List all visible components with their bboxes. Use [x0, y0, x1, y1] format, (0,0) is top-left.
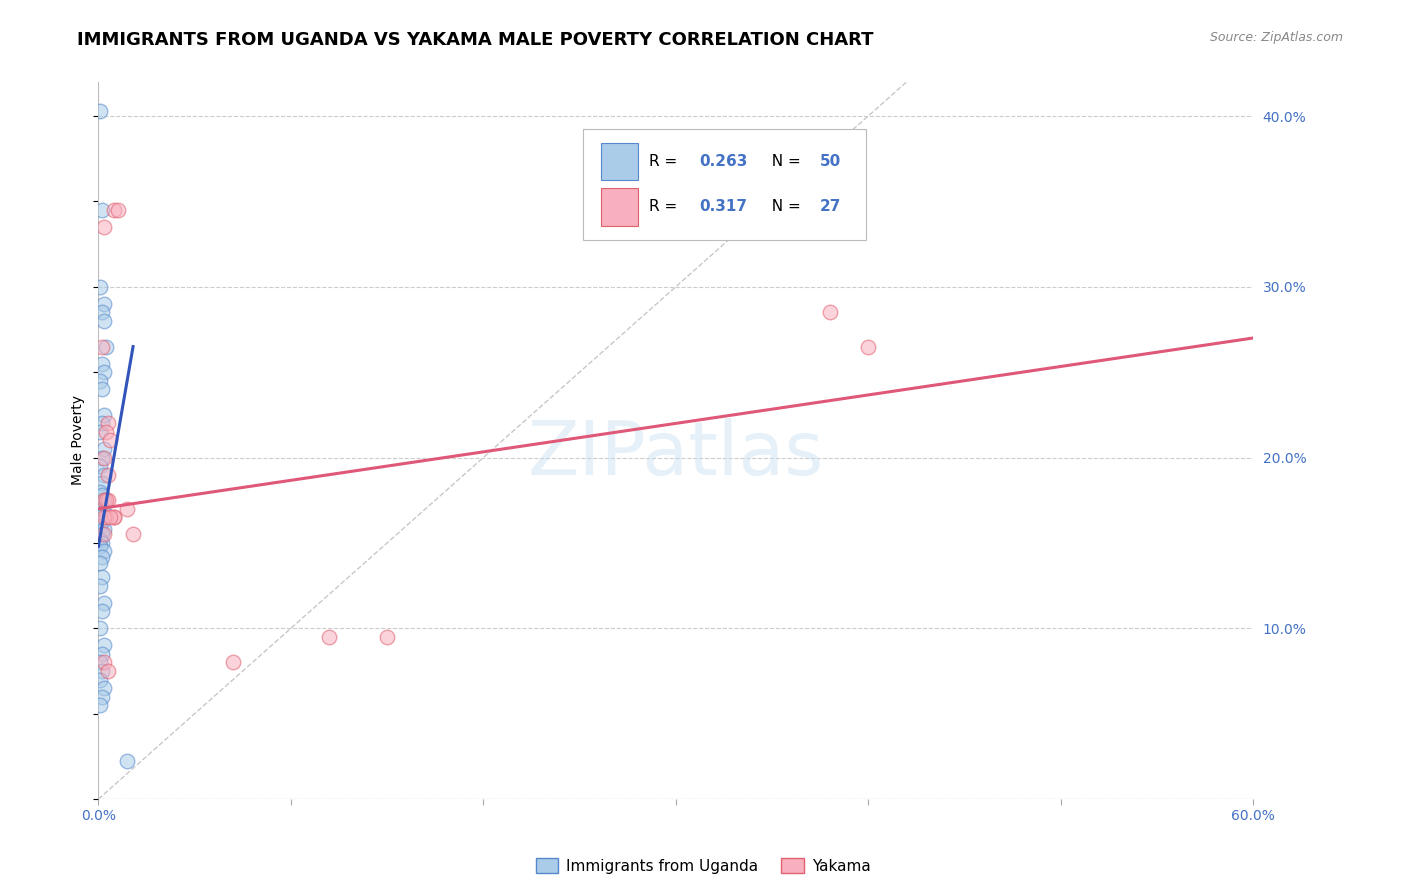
Point — [103, 510, 125, 524]
Point — [89, 374, 111, 388]
Point — [94, 493, 117, 508]
Point — [97, 493, 120, 508]
Point — [93, 510, 115, 524]
Point — [89, 103, 111, 118]
Point — [91, 340, 114, 354]
Point — [89, 459, 111, 474]
Text: 27: 27 — [820, 200, 841, 214]
Point — [91, 450, 114, 465]
Point — [97, 664, 120, 678]
Text: N =: N = — [762, 153, 806, 169]
Point — [89, 656, 111, 670]
Point — [89, 484, 111, 499]
Legend: Immigrants from Uganda, Yakama: Immigrants from Uganda, Yakama — [530, 852, 876, 880]
Point — [93, 220, 115, 235]
Point — [89, 673, 111, 687]
Point — [91, 604, 114, 618]
Point — [91, 305, 114, 319]
Text: R =: R = — [650, 153, 682, 169]
Point — [93, 297, 115, 311]
Point — [91, 488, 114, 502]
Point — [93, 493, 115, 508]
Text: N =: N = — [762, 200, 806, 214]
Point — [91, 501, 114, 516]
Point — [93, 408, 115, 422]
Point — [93, 314, 115, 328]
Point — [98, 434, 121, 448]
Point — [93, 639, 115, 653]
Point — [93, 527, 115, 541]
Point — [91, 202, 114, 217]
Point — [89, 557, 111, 571]
Point — [93, 450, 115, 465]
FancyBboxPatch shape — [583, 128, 866, 240]
Point — [98, 510, 121, 524]
Point — [91, 382, 114, 396]
Point — [93, 544, 115, 558]
Point — [91, 549, 114, 564]
Text: ZIPatlas: ZIPatlas — [527, 418, 824, 491]
Text: 50: 50 — [820, 153, 841, 169]
Point — [93, 505, 115, 519]
Point — [93, 656, 115, 670]
Point — [107, 202, 129, 217]
Point — [91, 690, 114, 704]
Text: R =: R = — [650, 200, 682, 214]
Point — [91, 357, 114, 371]
Y-axis label: Male Poverty: Male Poverty — [72, 395, 86, 485]
Point — [91, 647, 114, 661]
Point — [89, 698, 111, 713]
Point — [318, 630, 340, 644]
Text: Source: ZipAtlas.com: Source: ZipAtlas.com — [1209, 31, 1343, 45]
Point — [91, 516, 114, 530]
Text: IMMIGRANTS FROM UGANDA VS YAKAMA MALE POVERTY CORRELATION CHART: IMMIGRANTS FROM UGANDA VS YAKAMA MALE PO… — [77, 31, 875, 49]
Point — [89, 280, 111, 294]
Point — [93, 493, 115, 508]
Point — [103, 510, 125, 524]
Point — [91, 664, 114, 678]
Point — [93, 467, 115, 482]
Text: 0.263: 0.263 — [699, 153, 747, 169]
Point — [89, 533, 111, 547]
Point — [91, 536, 114, 550]
Point — [117, 501, 139, 516]
Point — [91, 527, 114, 541]
Point — [91, 570, 114, 584]
Point — [97, 417, 120, 431]
Point — [89, 621, 111, 635]
Point — [93, 681, 115, 695]
Point — [89, 539, 111, 553]
Point — [94, 340, 117, 354]
Point — [89, 425, 111, 439]
Point — [94, 425, 117, 439]
Point — [818, 305, 841, 319]
Text: 0.317: 0.317 — [699, 200, 747, 214]
Point — [93, 596, 115, 610]
Point — [103, 202, 125, 217]
Point — [89, 499, 111, 513]
Point — [375, 630, 398, 644]
Point — [89, 510, 111, 524]
Point — [856, 340, 879, 354]
Point — [89, 579, 111, 593]
Point — [222, 656, 245, 670]
Point — [93, 522, 115, 536]
Point — [93, 442, 115, 456]
Point — [94, 510, 117, 524]
FancyBboxPatch shape — [600, 143, 638, 180]
Point — [91, 417, 114, 431]
Point — [93, 365, 115, 379]
Point — [117, 755, 139, 769]
Point — [97, 467, 120, 482]
Point — [89, 519, 111, 533]
Point — [91, 476, 114, 491]
Point — [122, 527, 145, 541]
FancyBboxPatch shape — [600, 188, 638, 226]
